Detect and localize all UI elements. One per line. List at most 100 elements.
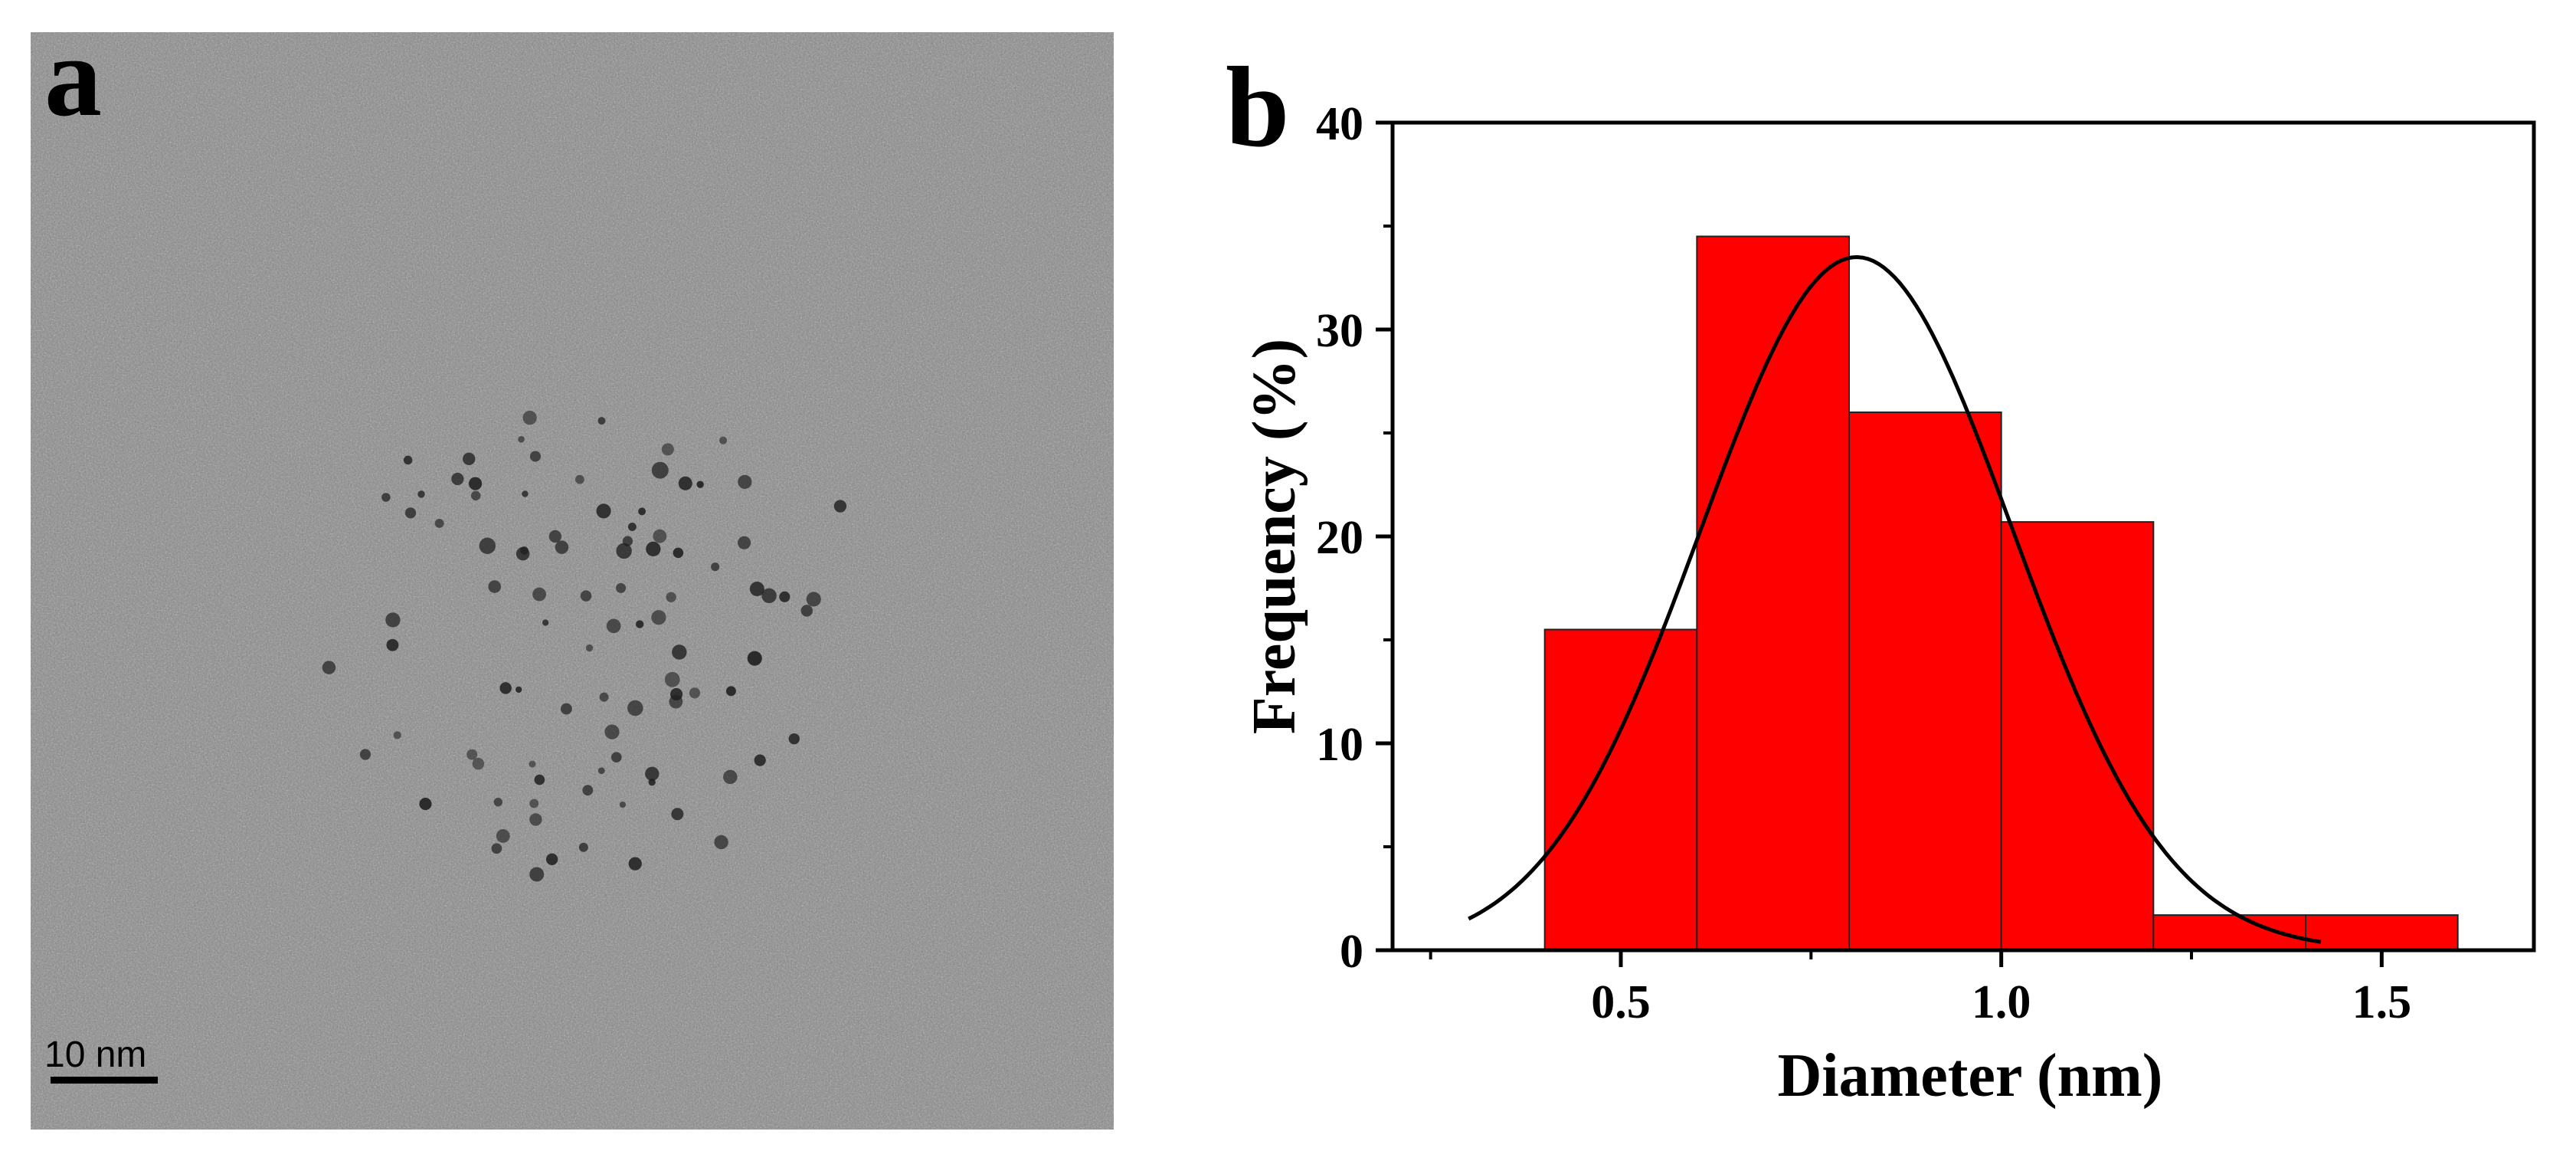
nanoparticle — [532, 587, 546, 602]
histogram-bar-2 — [1696, 235, 1850, 951]
nanoparticle — [466, 749, 478, 760]
nanoparticle — [491, 843, 502, 854]
nanoparticle — [386, 638, 399, 651]
histogram-bars — [1543, 235, 2459, 951]
nanoparticle — [359, 749, 372, 760]
nanoparticle — [673, 547, 684, 559]
scale-bar — [51, 1077, 158, 1084]
nanoparticle — [628, 857, 642, 871]
nanoparticle — [616, 543, 632, 559]
x-axis-ticks: 0.5 1.0 1.5 — [1429, 950, 2412, 1028]
nanoparticle — [619, 801, 627, 808]
nanoparticle — [585, 644, 594, 652]
nanoparticle — [610, 752, 622, 763]
nanoparticle — [761, 588, 777, 604]
nanoparticle — [669, 687, 683, 701]
nanoparticle — [393, 731, 401, 739]
nanoparticle — [779, 591, 790, 602]
nanoparticle — [599, 692, 609, 702]
nanoparticle — [463, 452, 476, 466]
nanoparticle — [606, 618, 621, 634]
nanoparticle — [719, 436, 728, 444]
nanoparticle — [800, 605, 813, 617]
nanoparticle — [522, 410, 537, 425]
histogram-bar-3 — [1848, 412, 2002, 951]
histogram-bar-4 — [2000, 521, 2155, 951]
panel-b-letter: b — [1226, 44, 1289, 171]
nanoparticle — [580, 590, 592, 602]
nanoparticle — [645, 766, 660, 781]
y-tick-label: 0 — [1340, 926, 1363, 978]
nanoparticle — [806, 592, 821, 607]
panel-b: b 0 10 20 30 40 0.5 1.0 1.5 Diameter (nm) Freq… — [1226, 44, 2536, 1110]
nanoparticle — [646, 541, 661, 557]
nanoparticle — [493, 798, 503, 807]
y-tick-label: 30 — [1316, 305, 1363, 357]
nanoparticle — [518, 435, 525, 443]
nanoparticle — [529, 813, 542, 826]
nanoparticle — [723, 769, 738, 785]
nanoparticle — [635, 620, 644, 628]
nanoparticle — [754, 754, 766, 766]
nanoparticle — [738, 536, 751, 549]
nanoparticle — [714, 835, 728, 850]
nanoparticle — [499, 682, 512, 694]
nanoparticle — [678, 476, 692, 490]
nanoparticle — [582, 785, 594, 796]
nanoparticle — [711, 562, 720, 572]
nanoparticle — [419, 797, 432, 811]
nanoparticle — [496, 828, 510, 843]
nanoparticle — [555, 540, 569, 554]
nanoparticle — [434, 518, 444, 528]
x-tick-label: 1.5 — [2352, 976, 2412, 1028]
panel-a: a 10 nm — [31, 13, 1114, 1130]
nanoparticle — [738, 474, 752, 489]
nanoparticle — [596, 503, 611, 519]
nanoparticle — [627, 700, 643, 717]
y-tick-label: 40 — [1316, 98, 1363, 150]
y-tick-label: 20 — [1316, 512, 1363, 564]
y-tick-label: 10 — [1316, 719, 1363, 771]
nanoparticle — [515, 686, 522, 694]
nanoparticle — [689, 687, 701, 699]
nanoparticle — [488, 580, 502, 593]
nanoparticle — [470, 490, 481, 501]
nanoparticle — [322, 661, 336, 674]
nanoparticle — [574, 474, 584, 484]
nanoparticle — [529, 760, 536, 768]
nanoparticle — [417, 490, 425, 498]
nanoparticle — [616, 582, 627, 593]
nanoparticle-cluster — [322, 410, 847, 882]
y-axis-title: Frequency (%) — [1241, 339, 1308, 734]
histogram-bar-1 — [1543, 628, 1698, 951]
nanoparticle — [472, 757, 485, 770]
nanoparticle — [529, 867, 545, 882]
nanoparticle — [545, 853, 558, 866]
x-tick-label: 1.0 — [1972, 976, 2031, 1028]
nanoparticle — [404, 507, 417, 519]
nanoparticle — [604, 724, 620, 739]
nanoparticle — [542, 619, 549, 626]
nanoparticle — [661, 443, 674, 456]
tem-noise-texture — [31, 32, 1114, 1130]
nanoparticle — [651, 461, 669, 479]
nanoparticle — [666, 592, 676, 602]
nanoparticle — [696, 480, 704, 488]
histogram-bar-6 — [2305, 914, 2459, 951]
nanoparticle — [522, 490, 529, 497]
nanoparticle — [672, 644, 687, 660]
nanoparticle — [451, 472, 464, 486]
nanoparticle — [403, 455, 413, 465]
nanoparticle — [597, 767, 605, 775]
nanoparticle — [578, 842, 588, 852]
nanoparticle — [468, 477, 483, 490]
nanoparticle — [749, 581, 764, 596]
x-axis-title: Diameter (nm) — [1778, 1042, 2163, 1110]
scale-bar-label: 10 nm — [44, 1035, 146, 1075]
panel-a-letter: a — [44, 13, 102, 140]
x-tick-label: 0.5 — [1591, 976, 1651, 1028]
nanoparticle — [534, 774, 545, 785]
nanoparticle — [561, 703, 572, 715]
nanoparticle — [788, 733, 800, 745]
